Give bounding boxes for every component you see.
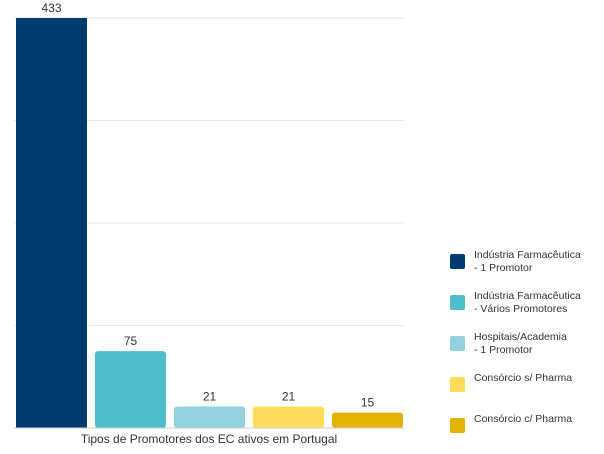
legend-label-sub: - 1 Promotor [474, 262, 533, 274]
legend-label-sub: - Vários Promotores [474, 303, 568, 315]
bar-value-label-2: 75 [124, 334, 138, 348]
bars [16, 18, 403, 428]
legend-label: Indústria Farmacêutica [474, 249, 581, 261]
bar-1 [16, 18, 87, 428]
legend-item-consortium-with-pharma: Consórcio c/ Pharma [450, 413, 600, 441]
bar-5 [332, 412, 403, 428]
bar-value-label-1: 433 [41, 1, 61, 15]
legend-swatch [450, 336, 465, 351]
legend-label: Indústria Farmacêutica [474, 290, 581, 302]
legend-swatch [450, 418, 465, 433]
legend-item-pharma-multi: Indústria Farmacêutica - Vários Promotor… [450, 290, 600, 318]
legend-swatch [450, 254, 465, 269]
bar-value-label-5: 15 [361, 396, 375, 410]
legend-label: Hospitais/Academia [474, 331, 567, 343]
x-axis-title: Tipos de Promotores dos EC ativos em Por… [80, 432, 338, 446]
bar-value-label-4: 21 [282, 389, 296, 403]
bar-4 [253, 406, 324, 428]
data-labels: 433 75 21 21 15 [41, 1, 374, 410]
legend-swatch [450, 377, 465, 392]
legend-label: Consórcio s/ Pharma [474, 372, 573, 384]
legend-item-pharma-single: Indústria Farmacêutica - 1 Promotor [450, 249, 600, 277]
legend-item-consortium-without-pharma: Consórcio s/ Pharma [450, 372, 600, 400]
legend-item-hospitals: Hospitais/Academia - 1 Promotor [450, 331, 600, 359]
legend: Indústria Farmacêutica - 1 Promotor Indú… [450, 249, 600, 454]
bar-value-label-3: 21 [203, 389, 217, 403]
legend-swatch [450, 295, 465, 310]
bar-3 [174, 406, 245, 428]
legend-label-sub: - 1 Promotor [474, 344, 533, 356]
legend-label: Consórcio c/ Pharma [474, 413, 573, 425]
bar-2 [95, 351, 166, 428]
